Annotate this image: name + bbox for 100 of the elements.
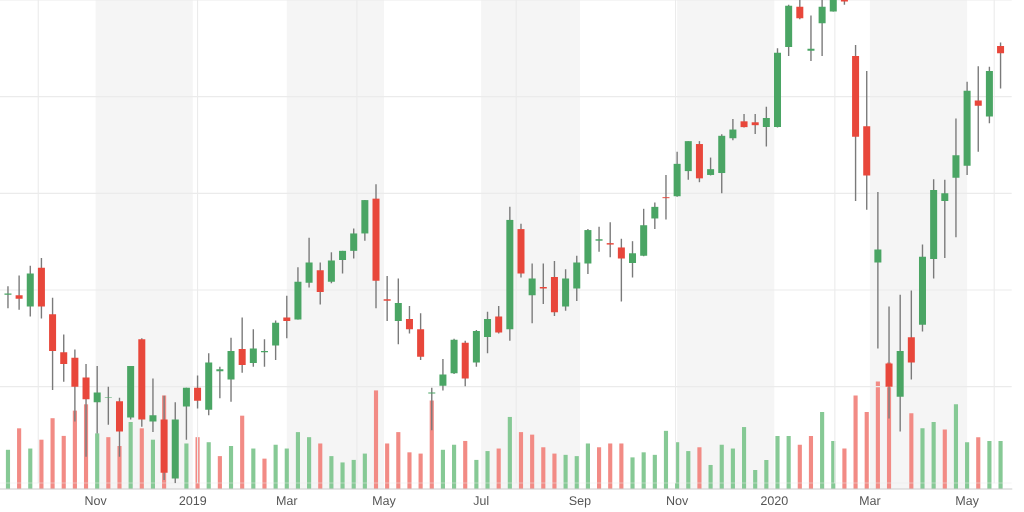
bar (853, 395, 858, 489)
candlestick (629, 240, 637, 279)
candlestick (762, 106, 770, 148)
bar (507, 416, 512, 489)
bar (351, 459, 356, 489)
bar (17, 428, 22, 489)
candlestick (539, 262, 547, 305)
candlestick (662, 174, 670, 221)
candlestick (952, 117, 960, 239)
bar (797, 444, 802, 489)
candlestick (495, 305, 503, 335)
candlestick (997, 41, 1005, 90)
candlestick (194, 374, 202, 410)
candlestick (272, 319, 280, 361)
candlestick (941, 179, 949, 259)
bar (574, 456, 579, 489)
bar (284, 448, 289, 489)
bar (518, 432, 524, 489)
candlestick (350, 227, 358, 260)
bar (608, 443, 613, 489)
bar (686, 451, 691, 489)
bar (808, 435, 814, 489)
bar (184, 443, 189, 489)
bar (240, 415, 245, 489)
bar (998, 440, 1003, 489)
bar (228, 446, 234, 489)
bar (663, 430, 669, 489)
bar (585, 443, 590, 489)
bar (362, 453, 367, 489)
bar (128, 422, 133, 489)
bar (251, 448, 256, 489)
candlestick (394, 277, 402, 345)
candlestick (751, 113, 759, 135)
x-tick-label: Nov (667, 496, 689, 506)
candlestick (4, 285, 12, 310)
candlestick (606, 221, 614, 258)
bar (418, 453, 423, 489)
candlestick (595, 225, 603, 253)
bar (563, 454, 568, 489)
candlestick (439, 358, 447, 392)
candlestick (874, 191, 882, 350)
bar (764, 459, 769, 489)
bar (61, 435, 66, 489)
bar (987, 440, 992, 489)
bar (596, 447, 602, 489)
bar (463, 440, 468, 489)
x-tick-label: 2020 (761, 496, 788, 506)
candlestick (216, 366, 224, 399)
bar (474, 459, 479, 489)
bar (106, 437, 111, 489)
bar (719, 444, 724, 489)
bar (396, 432, 401, 489)
x-tick-label: Jul (473, 495, 489, 506)
bar (530, 434, 535, 489)
bar (217, 456, 222, 489)
bar (318, 443, 323, 489)
bar (920, 428, 925, 489)
bar (619, 443, 624, 489)
bar (452, 444, 457, 489)
bar (262, 458, 267, 489)
candlestick (651, 201, 659, 230)
bar (786, 435, 791, 489)
bar (373, 390, 379, 489)
candlestick (974, 65, 982, 153)
x-tick-label: Mar (860, 496, 881, 506)
bar (440, 449, 445, 489)
candlestick (249, 328, 257, 368)
bar (195, 437, 200, 489)
bar (139, 428, 144, 489)
bar (630, 457, 635, 489)
bar (931, 422, 936, 489)
candlestick (104, 385, 112, 426)
candlestick (484, 311, 492, 355)
candlestick (149, 377, 157, 433)
x-tick-label: May (956, 496, 979, 508)
x-tick-label: Sep (569, 496, 591, 508)
bar (273, 444, 278, 489)
candlestick (617, 238, 625, 303)
bar (909, 413, 914, 489)
bar (329, 456, 334, 489)
candlestick (383, 275, 391, 322)
bar (864, 411, 869, 489)
x-tick-label: 2019 (179, 496, 207, 506)
bar (5, 449, 11, 489)
candlestick (238, 316, 246, 374)
bar (295, 432, 301, 489)
x-tick-label: May (373, 496, 396, 508)
bar (842, 448, 847, 489)
bar (485, 451, 490, 489)
candlestick (316, 261, 324, 306)
bar (641, 452, 646, 489)
candlestick (327, 251, 335, 284)
bar (307, 437, 312, 489)
bar (741, 427, 747, 489)
bar (875, 381, 880, 489)
bar (340, 462, 345, 489)
x-tick-label: Nov (85, 496, 107, 506)
candlestick (305, 237, 313, 289)
bar (953, 404, 959, 489)
candlestick (729, 118, 737, 141)
